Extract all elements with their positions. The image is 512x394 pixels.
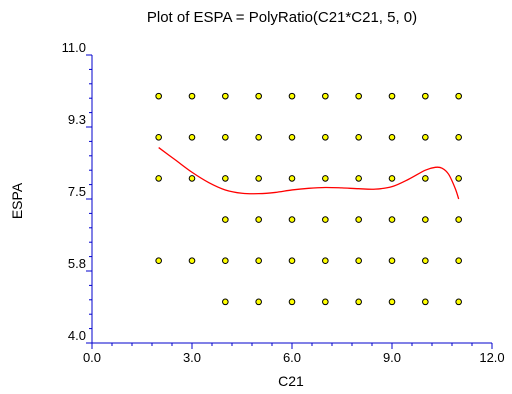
data-point (355, 216, 362, 223)
x-tick-label: 0.0 (83, 350, 101, 365)
data-point (322, 175, 329, 182)
x-tick-label: 3.0 (183, 350, 201, 365)
y-tick-label: 5.8 (68, 256, 86, 271)
data-point (322, 133, 329, 141)
data-point (388, 175, 396, 182)
x-axis-label: C21 (278, 373, 304, 389)
data-point (188, 133, 196, 141)
chart-axes: 0.0 3.0 6.0 9.0 12.0 4.0 5.8 7.5 9.3 11.0 (62, 40, 505, 365)
data-point (388, 257, 396, 265)
data-point (322, 298, 329, 306)
data-point (422, 175, 429, 182)
data-point (255, 175, 262, 182)
data-point (388, 133, 396, 141)
y-tick-label: 11.0 (62, 40, 86, 55)
y-tick-label: 4.0 (68, 328, 86, 343)
fit-line (158, 147, 460, 200)
data-point (255, 257, 262, 265)
data-point (355, 133, 362, 141)
data-point (188, 257, 196, 265)
data-point (222, 92, 229, 100)
y-tick-label: 7.5 (68, 184, 86, 199)
data-point (255, 133, 262, 141)
data-point (388, 298, 396, 306)
data-point (255, 92, 262, 100)
data-point (288, 257, 296, 265)
data-point (222, 133, 229, 141)
data-point (188, 92, 196, 100)
data-point (355, 298, 362, 306)
data-point (255, 216, 262, 223)
data-point (288, 133, 296, 141)
chart-title: Plot of ESPA = PolyRatio(C21*C21, 5, 0) (147, 9, 417, 26)
data-point (422, 298, 429, 306)
data-point (188, 175, 196, 182)
fit-line-group (158, 147, 460, 200)
data-point (355, 92, 362, 100)
data-point (222, 298, 229, 306)
data-point (155, 257, 162, 265)
data-point (455, 216, 462, 223)
data-point (388, 92, 396, 100)
data-point (422, 216, 429, 223)
data-point (222, 257, 229, 265)
data-point (422, 133, 429, 141)
data-point (322, 216, 329, 223)
x-tick-label: 6.0 (283, 350, 301, 365)
data-point (355, 257, 362, 265)
data-point (322, 257, 329, 265)
data-points (155, 92, 462, 306)
data-point (155, 92, 162, 100)
data-point (288, 298, 296, 306)
data-point (255, 298, 262, 306)
data-point (455, 133, 462, 141)
data-point (455, 298, 462, 306)
data-point (322, 92, 329, 100)
y-tick-label: 9.3 (68, 112, 86, 127)
data-point (388, 216, 396, 223)
data-point (422, 257, 429, 265)
data-point (222, 216, 229, 223)
x-tick-label: 9.0 (383, 350, 401, 365)
data-point (455, 175, 462, 182)
data-point (155, 133, 162, 141)
data-point (455, 257, 462, 265)
x-tick-label: 12.0 (479, 350, 504, 365)
data-point (455, 92, 462, 100)
data-point (222, 175, 229, 182)
data-point (288, 92, 296, 100)
data-point (288, 175, 296, 182)
data-point (155, 175, 162, 182)
data-point (422, 92, 429, 100)
y-axis-label: ESPA (9, 182, 25, 219)
data-point (355, 175, 362, 182)
data-point (288, 216, 296, 223)
